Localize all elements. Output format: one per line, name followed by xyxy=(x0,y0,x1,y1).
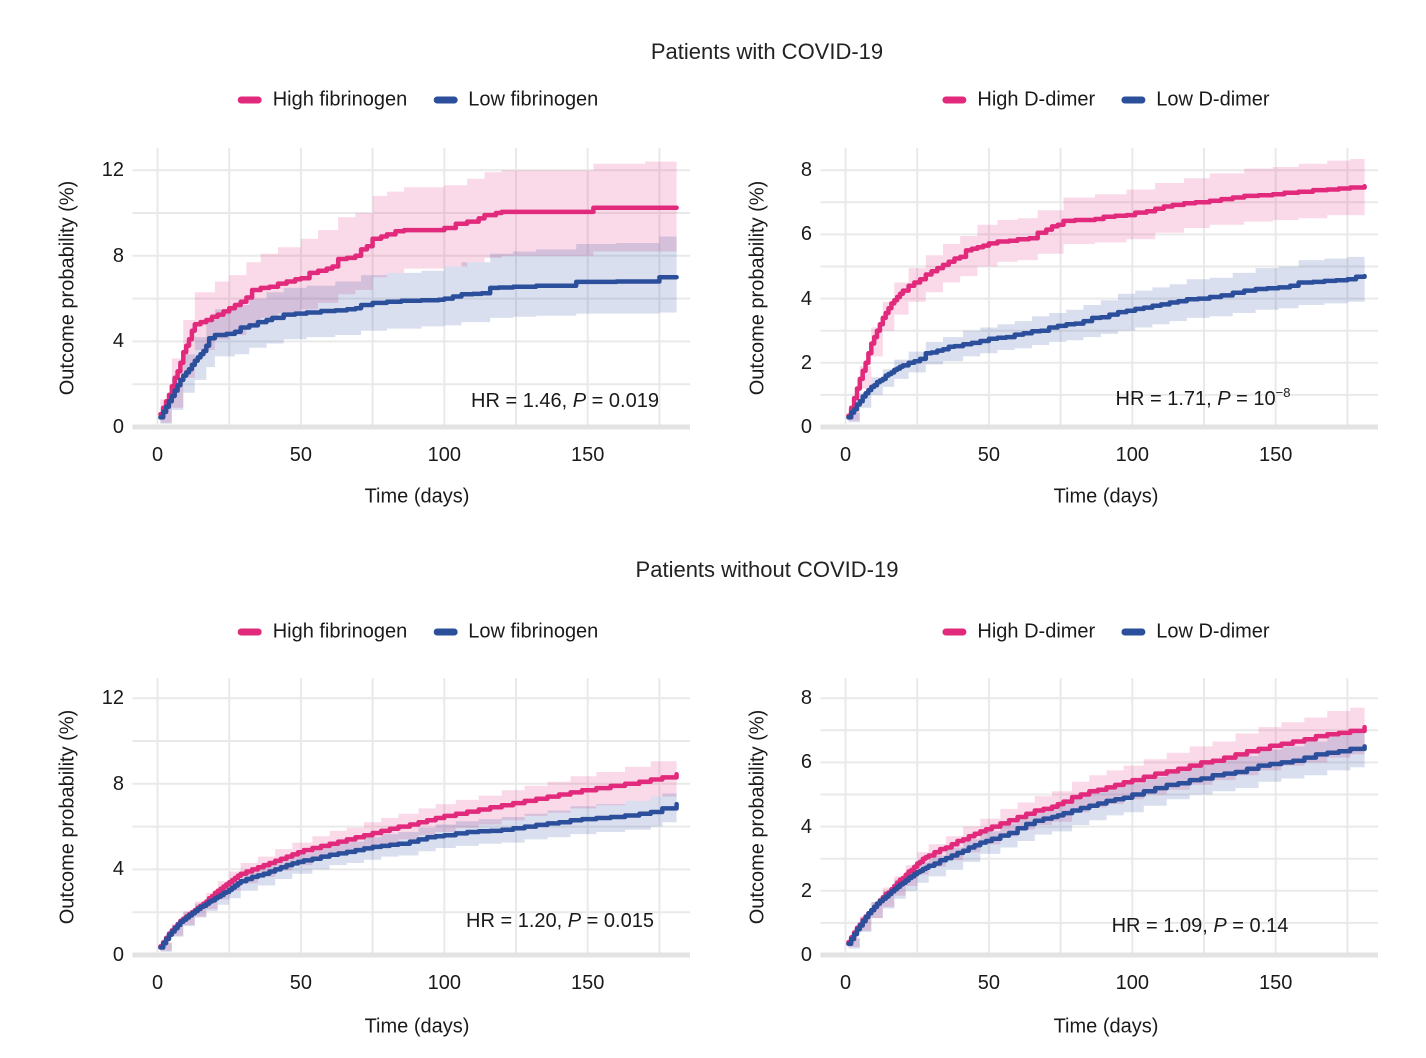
survival-curve-high xyxy=(846,184,1367,419)
x-tick-label: 100 xyxy=(427,972,461,994)
y-tick-label: 0 xyxy=(800,416,812,438)
y-tick-label: 4 xyxy=(112,330,124,353)
y-tick-label: 8 xyxy=(112,772,124,795)
x-tick-label: 150 xyxy=(571,972,605,994)
legend-item-high-ddimer: High D-dimer xyxy=(942,621,1095,644)
legend-item-low-fibrinogen: Low fibrinogen xyxy=(433,89,598,112)
legend-item-high-fibrinogen: High fibrinogen xyxy=(237,620,408,644)
x-tick-label: 0 xyxy=(151,444,164,466)
x-tick-label: 100 xyxy=(427,444,461,466)
legend-swatch-low-ddimer-icon xyxy=(1121,96,1146,104)
legend-label-low-ddimer: Low D-dimer xyxy=(1156,88,1270,111)
y-tick-label: 8 xyxy=(112,244,124,267)
y-tick-label: 0 xyxy=(112,416,124,438)
legend-label-low-fibrinogen: Low fibrinogen xyxy=(468,620,599,643)
section-title-without-covid: Patients without COVID-19 xyxy=(635,557,899,582)
x-tick-label: 0 xyxy=(839,972,852,994)
y-tick-label: 4 xyxy=(112,858,124,881)
y-tick-label: 2 xyxy=(800,879,812,902)
y-tick-label: 6 xyxy=(800,223,812,246)
legend-item-low-fibrinogen: Low fibrinogen xyxy=(433,621,598,644)
ci-band-high xyxy=(848,704,1365,947)
survival-curve-low xyxy=(846,273,1367,420)
legend-label-high-fibrinogen: High fibrinogen xyxy=(272,620,408,643)
legend-label-low-fibrinogen: Low fibrinogen xyxy=(468,88,599,111)
x-tick-label: 100 xyxy=(1115,972,1149,994)
hr-annotation: HR = 1.20, P = 0.015 xyxy=(466,909,654,932)
survival-curve-low xyxy=(846,744,1367,947)
legend-item-low-ddimer: Low D-dimer xyxy=(1121,88,1270,112)
y-tick-label: 2 xyxy=(800,351,812,374)
legend-item-high-ddimer: High D-dimer xyxy=(942,89,1095,112)
ci-band-low xyxy=(160,236,677,424)
legend-swatch-high-ddimer-icon xyxy=(942,96,967,104)
survival-curve-high xyxy=(158,205,679,417)
y-axis-title: Outcome probability (%) xyxy=(56,180,79,396)
y-tick-label: 8 xyxy=(800,687,812,710)
y-tick-label: 4 xyxy=(800,815,812,838)
y-tick-label: 0 xyxy=(800,944,812,966)
x-tick-label: 0 xyxy=(839,444,852,466)
survival-curve-low xyxy=(158,274,679,420)
x-tick-label: 50 xyxy=(977,444,1001,466)
y-tick-label: 12 xyxy=(101,159,124,182)
panel-without-covid-ddimer xyxy=(820,678,1378,958)
panel-with-covid-ddimer xyxy=(820,148,1378,430)
legend-swatch-low-fibrinogen-icon xyxy=(433,628,458,636)
legend-without-covid-fibrinogen: High fibrinogen Low fibrinogen xyxy=(237,620,598,644)
x-tick-label: 50 xyxy=(289,444,313,466)
hr-annotation: HR = 1.09, P = 0.14 xyxy=(1111,914,1289,937)
x-tick-label: 50 xyxy=(977,972,1001,994)
legend-label-low-ddimer: Low D-dimer xyxy=(1156,620,1270,643)
x-axis-title: Time (days) xyxy=(1053,1015,1159,1038)
x-tick-label: 100 xyxy=(1115,444,1149,466)
section-title-with-covid: Patients with COVID-19 xyxy=(650,39,884,64)
ci-band-low xyxy=(848,727,1365,949)
x-tick-label: 150 xyxy=(571,444,605,466)
legend-swatch-low-ddimer-icon xyxy=(1121,628,1146,636)
legend-with-covid-ddimer: High D-dimer Low D-dimer xyxy=(942,88,1270,112)
legend-without-covid-ddimer: High D-dimer Low D-dimer xyxy=(942,620,1270,644)
y-tick-label: 8 xyxy=(800,159,812,182)
hr-annotation: HR = 1.71, P = 10−8 xyxy=(1115,385,1291,410)
ci-band-high xyxy=(848,157,1365,421)
x-tick-label: 50 xyxy=(289,972,313,994)
y-tick-label: 0 xyxy=(112,944,124,966)
ci-band-high xyxy=(160,756,677,951)
legend-label-high-ddimer: High D-dimer xyxy=(977,620,1096,643)
legend-item-high-fibrinogen: High fibrinogen xyxy=(237,88,408,112)
legend-with-covid-fibrinogen: High fibrinogen Low fibrinogen xyxy=(237,88,598,112)
x-axis-title: Time (days) xyxy=(1053,485,1159,508)
ci-band-low xyxy=(160,788,677,952)
legend-label-high-fibrinogen: High fibrinogen xyxy=(272,88,408,111)
x-axis-title: Time (days) xyxy=(364,1015,470,1038)
ci-band-high xyxy=(160,159,677,423)
y-tick-label: 6 xyxy=(800,751,812,774)
x-tick-label: 150 xyxy=(1259,972,1293,994)
x-tick-label: 150 xyxy=(1259,444,1293,466)
legend-swatch-low-fibrinogen-icon xyxy=(433,96,458,104)
legend-swatch-high-fibrinogen-icon xyxy=(237,628,262,636)
panel-without-covid-fibrinogen xyxy=(132,678,690,958)
survival-curve-low xyxy=(158,801,679,950)
y-axis-title: Outcome probability (%) xyxy=(56,709,79,925)
legend-item-low-ddimer: Low D-dimer xyxy=(1121,620,1270,644)
hr-annotation: HR = 1.46, P = 0.019 xyxy=(471,389,659,412)
x-tick-label: 0 xyxy=(151,972,164,994)
legend-swatch-high-ddimer-icon xyxy=(942,628,967,636)
y-tick-label: 4 xyxy=(800,287,812,310)
legend-swatch-high-fibrinogen-icon xyxy=(237,96,262,104)
panel-with-covid-fibrinogen xyxy=(132,148,690,430)
legend-label-high-ddimer: High D-dimer xyxy=(977,88,1096,111)
x-axis-title: Time (days) xyxy=(364,485,470,508)
y-tick-label: 12 xyxy=(101,687,124,710)
